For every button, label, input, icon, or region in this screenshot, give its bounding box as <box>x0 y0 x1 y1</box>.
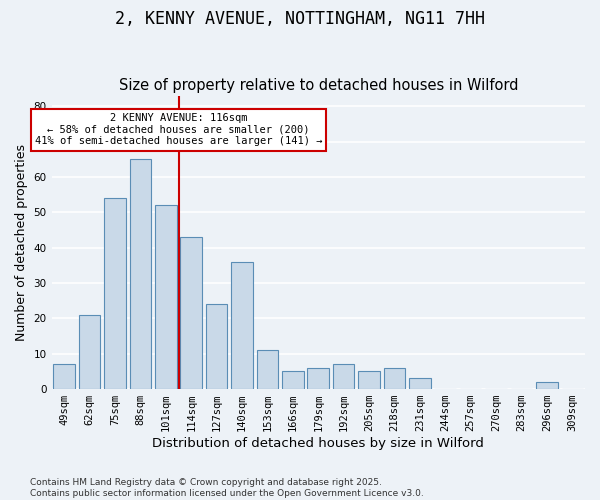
Bar <box>79 315 100 389</box>
Bar <box>307 368 329 389</box>
Bar <box>358 372 380 389</box>
Bar <box>206 304 227 389</box>
Bar <box>181 237 202 389</box>
Y-axis label: Number of detached properties: Number of detached properties <box>15 144 28 341</box>
Text: 2 KENNY AVENUE: 116sqm
← 58% of detached houses are smaller (200)
41% of semi-de: 2 KENNY AVENUE: 116sqm ← 58% of detached… <box>35 113 322 146</box>
Bar <box>104 198 126 389</box>
Bar <box>383 368 405 389</box>
Bar <box>155 205 176 389</box>
Text: 2, KENNY AVENUE, NOTTINGHAM, NG11 7HH: 2, KENNY AVENUE, NOTTINGHAM, NG11 7HH <box>115 10 485 28</box>
Text: Contains HM Land Registry data © Crown copyright and database right 2025.
Contai: Contains HM Land Registry data © Crown c… <box>30 478 424 498</box>
Bar <box>333 364 355 389</box>
Bar <box>409 378 431 389</box>
Title: Size of property relative to detached houses in Wilford: Size of property relative to detached ho… <box>119 78 518 93</box>
Bar <box>536 382 557 389</box>
Bar <box>282 372 304 389</box>
Bar <box>53 364 75 389</box>
Bar <box>231 262 253 389</box>
X-axis label: Distribution of detached houses by size in Wilford: Distribution of detached houses by size … <box>152 437 484 450</box>
Bar <box>257 350 278 389</box>
Bar <box>130 159 151 389</box>
